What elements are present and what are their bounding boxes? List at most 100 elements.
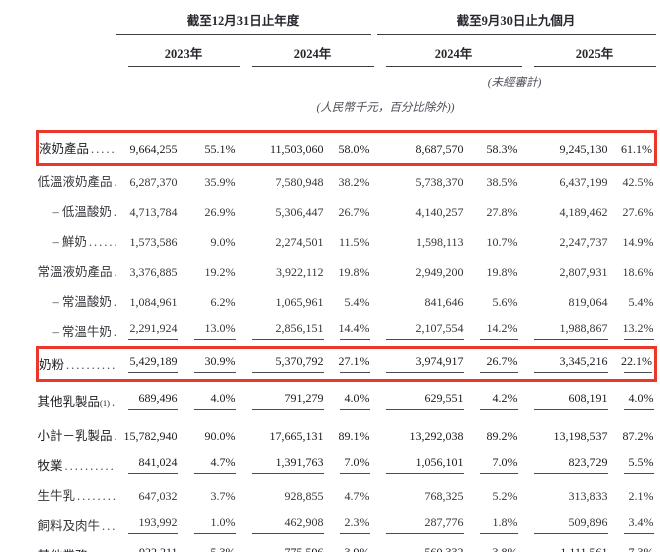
cell-amount: 13,198,537 [553, 429, 608, 443]
leader-dots: .... [112, 325, 116, 340]
cell-percent: 14.9% [622, 235, 654, 249]
cell-percent: 55.1% [181, 130, 240, 166]
table-row: 牧業.......... 841,024 4.7% 1,391,763 7.0% 1,05… [38, 450, 656, 480]
row-label: 低溫液奶產品 [37, 175, 113, 189]
year-header-2024-9m: 2024年 [374, 35, 522, 67]
cell-percent: 1.0% [182, 510, 240, 540]
cell-percent: 5.6% [492, 295, 518, 309]
cell-percent: 89.1% [338, 429, 370, 443]
cell-amount: 629,551 [374, 381, 468, 417]
cell-amount: 1,573,586 [129, 235, 178, 249]
table-row: 低溫液奶產品.... 6,287,370 35.9% 7,580,948 38.2% 5,… [38, 165, 656, 197]
leader-dots: .......... [66, 358, 116, 372]
leader-dots: ...... [102, 519, 115, 533]
cell-percent: 19.8% [486, 265, 518, 279]
cell-percent: 18.6% [622, 265, 654, 279]
cell-amount: 6,437,199 [559, 175, 608, 189]
leader-dots: ....... [88, 235, 116, 249]
cell-percent: 5.5% [612, 450, 656, 480]
unaudited-note: (未經審計) [487, 77, 542, 89]
cell-percent: 22.1% [611, 346, 658, 382]
cell-row-label: – 鮮奶....... [38, 226, 116, 256]
cell-percent: 6.2% [210, 295, 236, 309]
cell-percent: 5.3% [182, 540, 240, 552]
row-label: 生牛乳 [37, 489, 76, 503]
cell-percent: 90.0% [204, 429, 236, 443]
cell-row-label: 其他業務(2)...... [38, 540, 116, 552]
cell-row-label: 牧業.......... [38, 450, 116, 480]
cell-percent: 27.8% [486, 205, 518, 219]
cell-amount: 768,325 [424, 489, 464, 503]
cell-amount: 1,084,961 [129, 295, 178, 309]
cell-percent: 3.8% [468, 540, 522, 552]
cell-amount: 2,807,931 [559, 265, 608, 279]
cell-percent: 19.8% [338, 265, 370, 279]
cell-percent: 4.7% [182, 450, 240, 480]
cell-percent: 3.9% [328, 540, 374, 552]
cell-amount: 647,032 [138, 489, 178, 503]
cell-amount: 3,974,917 [373, 346, 468, 382]
year-header-2024: 2024年 [240, 35, 374, 67]
cell-amount: 823,729 [522, 450, 612, 480]
cell-amount: 5,370,792 [239, 346, 328, 382]
cell-percent: 4.0% [328, 381, 374, 417]
cell-amount: 5,429,189 [115, 346, 182, 382]
cell-amount: 1,065,961 [275, 295, 324, 309]
cell-percent: 10.7% [486, 235, 518, 249]
cell-amount: 1,111,561 [522, 540, 612, 552]
cell-amount: 193,992 [116, 510, 182, 540]
cell-amount: 2,274,501 [275, 235, 324, 249]
cell-amount: 4,140,257 [415, 205, 464, 219]
cell-percent: 87.2% [622, 429, 654, 443]
cell-percent: 27.1% [327, 346, 374, 382]
year-header-2023: 2023年 [116, 35, 240, 67]
cell-amount: 5,738,370 [415, 175, 464, 189]
row-label: – 常溫酸奶 [52, 295, 112, 309]
cell-amount: 608,191 [522, 381, 612, 417]
cell-amount: 1,988,867 [522, 316, 612, 348]
cell-percent: 4.7% [344, 489, 370, 503]
cell-amount: 4,189,462 [559, 205, 608, 219]
cell-percent: 1.8% [468, 510, 522, 540]
cell-amount: 6,287,370 [129, 175, 178, 189]
table-row: 小計－乳製品... 15,782,940 90.0% 17,665,131 89.1% 1… [38, 416, 656, 450]
cell-percent: 11.5% [338, 235, 370, 249]
cell-percent: 5.2% [492, 489, 518, 503]
cell-amount: 689,496 [116, 381, 182, 417]
cell-amount: 8,687,570 [373, 130, 468, 166]
cell-amount: 791,279 [240, 381, 328, 417]
cell-percent: 58.3% [467, 130, 522, 166]
cell-percent: 61.1% [611, 130, 658, 166]
cell-amount: 15,782,940 [123, 429, 178, 443]
cell-row-label: – 常溫牛奶.... [38, 316, 116, 348]
cell-percent: 2.3% [328, 510, 374, 540]
table-row: 飼料及肉牛......193,9921.0%462,9082.3%287,776… [38, 510, 656, 540]
period-group-annual: 截至12月31日止年度 [115, 10, 374, 35]
cell-amount: 3,376,885 [129, 265, 178, 279]
cell-percent: 14.4% [328, 316, 374, 348]
cell-percent: 42.5% [622, 175, 654, 189]
period-group-ninemonth: 截至9月30日止九個月 [374, 10, 656, 35]
row-label: 液奶產品 [39, 142, 90, 156]
cell-amount: 841,024 [116, 450, 182, 480]
cell-percent: 4.2% [468, 381, 522, 417]
cell-percent: 89.2% [486, 429, 518, 443]
cell-amount: 2,107,554 [374, 316, 468, 348]
unaudited-note-row: (未經審計) [38, 67, 656, 90]
cell-percent: 30.9% [181, 346, 240, 382]
leader-dots: .......... [64, 459, 116, 473]
cell-amount: 9,664,255 [115, 130, 182, 166]
table-row: – 常溫酸奶.... 1,084,961 6.2% 1,065,961 5.4% 841,… [38, 286, 656, 316]
cell-percent: 7.3% [612, 540, 656, 552]
cell-amount: 313,833 [568, 489, 608, 503]
period-group-annual-label: 截至12月31日止年度 [115, 10, 371, 35]
leader-dots: .... [113, 265, 116, 280]
year-header-2025-9m: 2025年 [522, 35, 656, 67]
cell-row-label: 液奶產品........ [36, 130, 116, 166]
row-label: 飼料及肉牛 [37, 519, 101, 533]
cell-amount: 1,056,101 [374, 450, 468, 480]
cell-percent: 3.7% [210, 489, 236, 503]
table-body: 液奶產品........9,664,25555.1%11,503,06058.0… [36, 130, 658, 552]
label-column-header [38, 10, 116, 35]
